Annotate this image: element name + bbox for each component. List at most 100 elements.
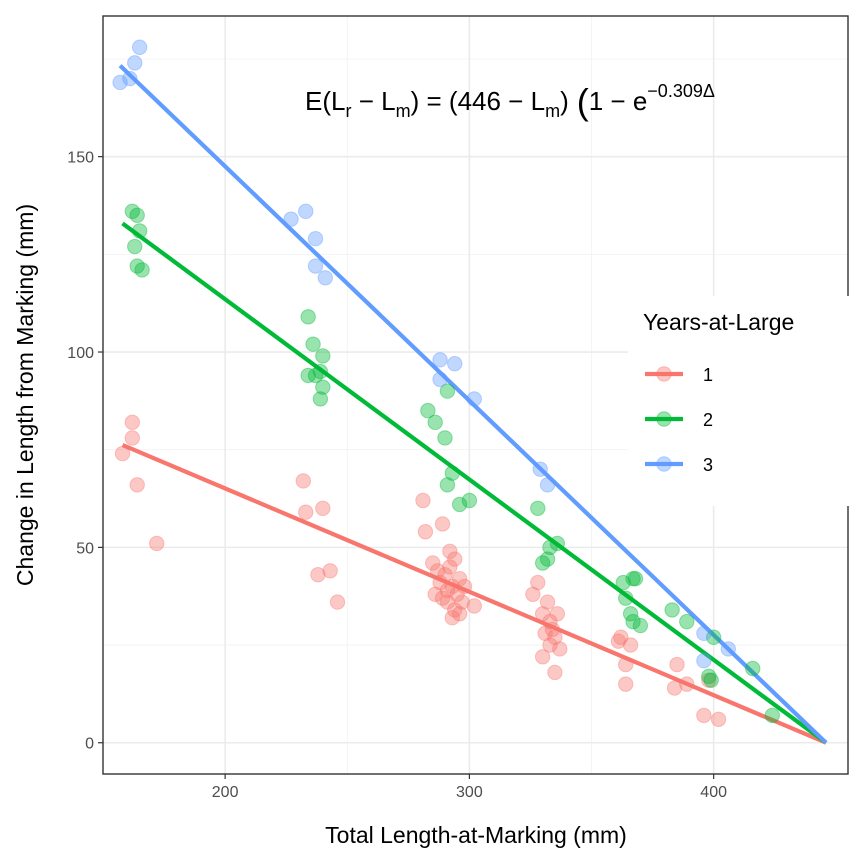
- data-point-1: [542, 637, 558, 653]
- data-point-1: [613, 629, 629, 645]
- data-point-1: [679, 676, 695, 692]
- data-point-2: [664, 602, 680, 618]
- eq-close-2: ): [560, 86, 569, 116]
- data-point-2: [131, 223, 148, 239]
- data-point-1: [552, 641, 568, 657]
- data-point-2: [618, 590, 634, 606]
- data-point-2: [439, 477, 456, 493]
- data-point-2: [679, 613, 695, 630]
- fit-line-3: [118, 64, 828, 745]
- data-point-2: [300, 309, 316, 325]
- legend-key-point: [656, 411, 672, 427]
- eq-rhs-num: 446 −: [458, 86, 531, 116]
- data-point-1: [429, 563, 446, 579]
- data-point-1: [610, 633, 627, 649]
- data-point-1: [618, 656, 634, 673]
- data-point-2: [437, 430, 453, 446]
- legend-title: Years-at-Large: [643, 309, 794, 335]
- legend-label: 2: [703, 410, 713, 430]
- legend-label: 3: [703, 455, 713, 475]
- data-point-1: [539, 594, 556, 610]
- fit-lines: [118, 64, 828, 745]
- y-tick-label: 100: [67, 345, 94, 362]
- data-point-2: [127, 238, 143, 255]
- data-point-1: [530, 574, 546, 591]
- data-point-1: [432, 574, 448, 591]
- data-point-3: [131, 39, 148, 55]
- equation-annotation: E(Lr − Lm) = (446 − Lm) (1 − e−0.309Δ: [305, 81, 715, 122]
- data-point-2: [539, 551, 556, 567]
- data-point-1: [442, 543, 458, 559]
- data-points: [112, 39, 780, 727]
- data-point-3: [112, 74, 128, 91]
- data-point-2: [129, 207, 145, 223]
- eq-one-minus-e: 1 − e: [589, 86, 648, 116]
- data-point-3: [307, 258, 324, 274]
- data-point-2: [134, 262, 150, 278]
- data-point-1: [449, 586, 465, 602]
- data-point-2: [625, 570, 641, 587]
- data-point-1: [544, 621, 561, 638]
- data-point-3: [466, 391, 482, 407]
- eq-lead: E: [305, 86, 322, 116]
- eq-rhs-l-sub: m: [545, 101, 560, 121]
- data-point-2: [420, 402, 436, 419]
- data-point-1: [149, 535, 165, 552]
- data-point-2: [461, 492, 478, 509]
- data-point-1: [437, 567, 453, 583]
- eq-minus: −: [351, 86, 381, 116]
- grid-lines: [103, 16, 848, 774]
- fit-line-1: [121, 443, 827, 745]
- eq-close: ): [411, 86, 420, 116]
- data-point-3: [283, 211, 299, 227]
- data-point-1: [295, 473, 311, 489]
- data-point-1: [434, 590, 451, 606]
- data-point-3: [532, 461, 548, 477]
- eq-rhs-l: L: [531, 86, 545, 116]
- data-point-1: [549, 606, 566, 622]
- data-point-1: [129, 477, 145, 493]
- data-point-3: [539, 477, 556, 493]
- fit-line-2: [121, 221, 828, 745]
- eq-lhs-b-sub: m: [396, 101, 411, 121]
- data-point-2: [627, 570, 644, 587]
- data-point-2: [427, 414, 443, 431]
- legend-key-point: [656, 366, 672, 382]
- data-point-1: [547, 664, 563, 681]
- data-point-2: [632, 617, 649, 634]
- legend-label: 1: [703, 365, 713, 385]
- eq-open-2: (: [449, 86, 458, 116]
- data-point-1: [447, 551, 463, 567]
- data-point-3: [432, 352, 448, 368]
- data-point-3: [122, 70, 138, 87]
- y-tick-label: 150: [67, 150, 94, 167]
- data-point-2: [124, 203, 141, 220]
- eq-equals: =: [419, 86, 449, 116]
- eq-lhs-b: L: [381, 86, 395, 116]
- eq-open: (: [322, 86, 331, 116]
- legend-entry-3: 3: [645, 455, 713, 475]
- eq-big-paren: (: [577, 81, 589, 122]
- data-point-1: [466, 598, 482, 614]
- data-point-2: [703, 672, 719, 688]
- data-point-1: [434, 516, 451, 532]
- data-point-1: [547, 629, 563, 645]
- x-tick-label: 300: [456, 784, 483, 801]
- data-point-2: [622, 606, 639, 622]
- data-point-2: [745, 660, 761, 677]
- data-point-1: [425, 555, 441, 571]
- data-point-2: [307, 367, 324, 384]
- data-point-1: [315, 500, 331, 517]
- data-point-1: [534, 649, 551, 665]
- data-point-3: [317, 270, 333, 286]
- data-point-1: [124, 430, 141, 446]
- x-tick-label: 200: [212, 784, 239, 801]
- data-point-2: [312, 363, 329, 380]
- data-point-1: [618, 676, 634, 692]
- y-axis-title: Change in Length from Marking (mm): [12, 204, 38, 586]
- data-point-2: [451, 496, 468, 513]
- data-point-1: [442, 559, 458, 575]
- data-point-1: [454, 594, 470, 610]
- data-point-2: [300, 367, 316, 384]
- data-point-1: [696, 707, 712, 724]
